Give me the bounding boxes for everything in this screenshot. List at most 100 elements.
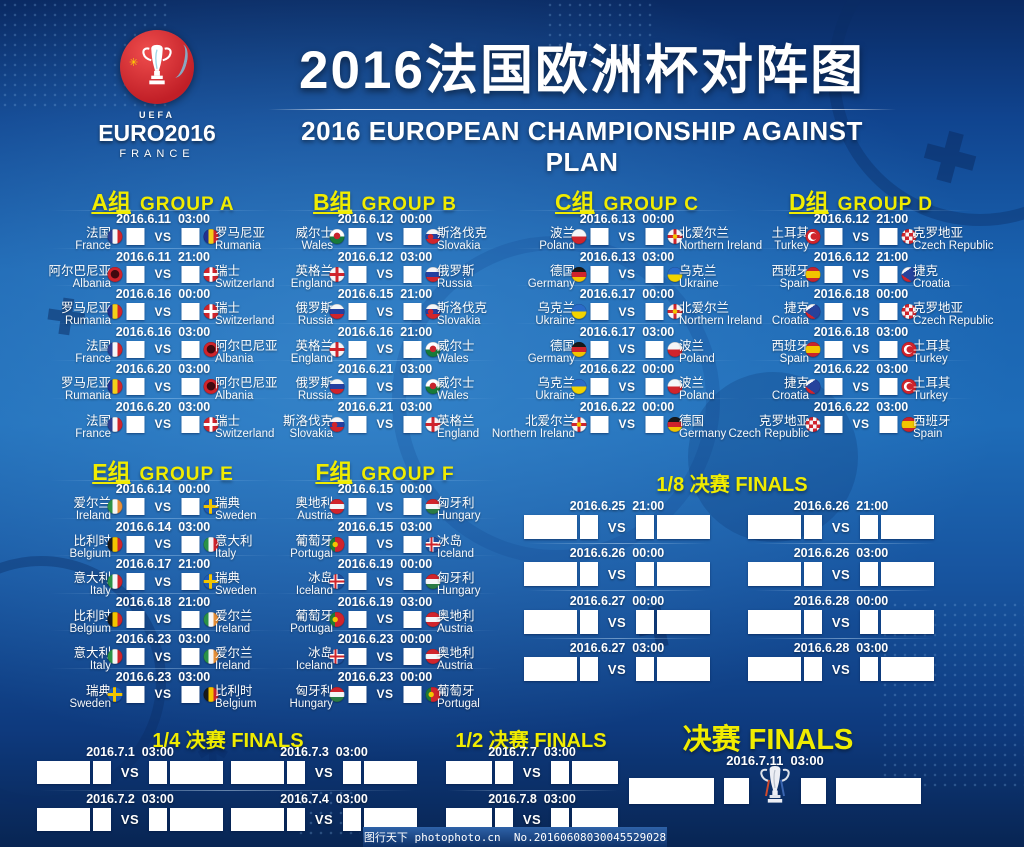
vs-label: VS xyxy=(376,574,394,589)
team-name-en: Russia xyxy=(437,277,473,290)
team-name-zh: 波兰 xyxy=(679,376,705,391)
match-date: 2016.6.14 03:00 xyxy=(115,519,211,534)
match-row: 俄罗斯 Russia VS 威尔士 Wales xyxy=(265,377,505,403)
page-subtitle: 2016 EUROPEAN CHAMPIONSHIP AGAINST PLAN xyxy=(301,116,863,177)
turkey-flag-icon xyxy=(901,379,917,395)
home-score-box xyxy=(523,562,577,586)
group-title-zh: F组 xyxy=(315,459,353,485)
home-team: 法国 France xyxy=(75,339,111,366)
team-name-zh: 乌克兰 xyxy=(679,263,717,278)
knockout-match: 2016.6.28 00:00 VS xyxy=(747,594,935,634)
match-cluster: VS xyxy=(805,340,917,358)
away-team: 冰岛 Iceland xyxy=(437,534,474,561)
match-date: 2016.6.20 03:00 xyxy=(115,399,211,414)
away-score-box xyxy=(364,808,418,831)
match-date: 2016.6.15 00:00 xyxy=(337,482,433,496)
team-name-en: Iceland xyxy=(295,585,333,598)
home-score-box xyxy=(126,535,145,553)
away-team: 波兰 Poland xyxy=(679,377,715,403)
home-team: 冰岛 Iceland xyxy=(296,572,333,598)
team-name-zh: 德国 xyxy=(679,413,705,428)
wales-flag-icon xyxy=(329,229,345,244)
match-cluster: VS xyxy=(571,265,683,283)
match: 2016.6.12 00:00 威尔士 Wales VS 斯洛伐克 Slovakia xyxy=(265,210,505,252)
match-date: 2016.6.17 00:00 xyxy=(579,287,675,302)
match: 2016.6.12 03:00 英格兰 England VS 俄罗斯 Russia xyxy=(265,247,505,290)
match-row: 乌克兰 Ukraine VS 北爱尔兰 Northern Ireland xyxy=(507,302,762,328)
title-divider xyxy=(268,109,896,110)
match-cluster: VS xyxy=(107,228,219,245)
match: 2016.6.22 03:00 克罗地亚 Czech Republic VS 西班牙 Sp… xyxy=(728,397,981,440)
away-score-box xyxy=(860,515,879,539)
away-team: 斯洛伐克 Slovakia xyxy=(437,227,487,253)
team-name-zh: 比利时 xyxy=(215,683,253,698)
vs-label: VS xyxy=(154,687,172,702)
match: 2016.6.21 03:00 斯洛伐克 Slovakia VS 英格兰 England xyxy=(265,397,505,440)
team-name-en: Austria xyxy=(437,660,473,673)
away-score-box xyxy=(551,761,570,784)
away-score-box xyxy=(181,498,200,515)
home-team: 爱尔兰 Ireland xyxy=(73,497,111,523)
team-name-zh: 北爱尔兰 xyxy=(679,226,730,240)
home-score-box xyxy=(126,265,145,283)
away-score-box xyxy=(860,562,879,586)
away-team: 比利时 Belgium xyxy=(215,683,257,711)
away-team: 瑞士 Switzerland xyxy=(215,263,274,291)
match-row: VS xyxy=(36,808,224,831)
czech-flag-icon xyxy=(901,266,917,282)
team-name-en: Ukraine xyxy=(679,277,719,290)
northern-ireland-flag-icon xyxy=(667,304,683,320)
home-score-box xyxy=(348,303,367,321)
match-date: 2016.6.27 00:00 xyxy=(569,594,665,608)
sweden-flag-icon xyxy=(203,499,219,514)
away-score-box xyxy=(343,761,362,784)
home-score-box xyxy=(590,265,609,283)
away-score-box xyxy=(657,515,711,539)
home-score-box xyxy=(348,265,367,283)
home-score-box xyxy=(579,515,598,539)
group-title: E组 GROUP E xyxy=(43,453,283,485)
romania-flag-icon xyxy=(203,229,219,244)
team-name-zh: 意大利 xyxy=(73,571,111,586)
match: 2016.6.17 03:00 德国 Germany VS 波兰 Poland xyxy=(507,322,747,365)
home-score-box xyxy=(579,657,598,681)
away-score-box xyxy=(403,535,422,553)
match-date: 2016.6.12 21:00 xyxy=(813,212,909,226)
away-team: 奥地利 Austria xyxy=(437,647,475,673)
away-score-box xyxy=(636,562,655,586)
match-cluster: VS xyxy=(107,498,219,515)
away-score-box xyxy=(551,808,570,831)
spain-flag-icon xyxy=(805,266,821,282)
match-cluster: VS xyxy=(107,610,219,628)
separator-line xyxy=(755,638,934,639)
team-name-en: Russia xyxy=(297,315,333,328)
match-cluster: VS xyxy=(329,228,441,245)
match-date: 2016.6.13 03:00 xyxy=(579,249,675,264)
iceland-flag-icon xyxy=(425,536,441,552)
home-score-box xyxy=(445,808,492,831)
knockout-match: 2016.6.26 21:00 VS xyxy=(747,500,935,539)
team-name-en: Wales xyxy=(301,240,333,252)
logo-uefa-text: UEFA xyxy=(138,110,175,120)
away-score-box xyxy=(181,610,200,628)
away-team: 波兰 Poland xyxy=(679,339,715,366)
match-date: 2016.6.28 00:00 xyxy=(793,594,889,608)
team-name-zh: 北爱尔兰 xyxy=(524,413,575,428)
match: 2016.6.23 00:00 匈牙利 Hungary VS 葡萄牙 Portugal xyxy=(265,667,505,710)
away-team: 葡萄牙 Portugal xyxy=(437,684,480,711)
separator-line xyxy=(528,590,707,591)
match-cluster: VS xyxy=(107,535,219,553)
match-row: VS xyxy=(445,761,619,784)
home-team: 威尔士 Wales xyxy=(295,227,333,253)
team-name-en: Italy xyxy=(89,660,111,673)
team-name-zh: 瑞士 xyxy=(215,263,241,278)
home-team: 匈牙利 Hungary xyxy=(290,684,333,711)
away-score-box xyxy=(879,340,898,358)
team-name-en: Spain xyxy=(913,427,943,440)
group-title-en: GROUP B xyxy=(361,194,457,215)
group-column-d: D组 GROUP D 2016.6.12 21:00 土耳其 Turkey VS 克罗地亚 C… xyxy=(728,183,993,440)
away-score-box xyxy=(645,265,664,283)
round-of-16-title: 1/8 决赛 FINALS xyxy=(656,474,808,496)
slovakia-flag-icon xyxy=(329,416,345,432)
